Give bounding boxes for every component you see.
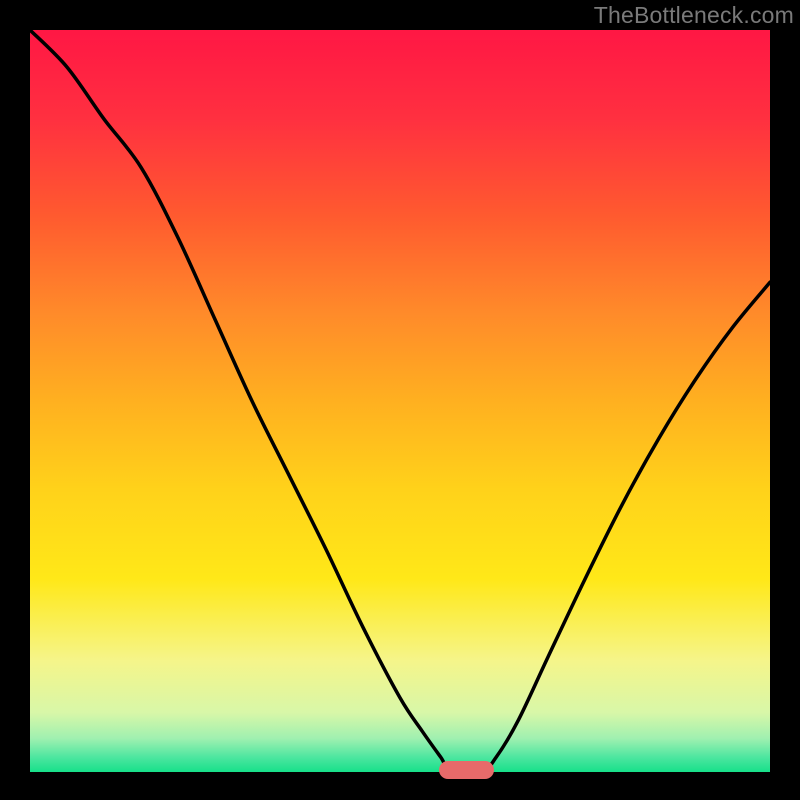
bottleneck-curve: [30, 30, 770, 772]
curve-path: [30, 30, 770, 772]
optimal-marker: [439, 761, 495, 779]
plot-area: [30, 30, 770, 772]
bottleneck-chart: TheBottleneck.com: [0, 0, 800, 800]
watermark-text: TheBottleneck.com: [594, 2, 794, 29]
